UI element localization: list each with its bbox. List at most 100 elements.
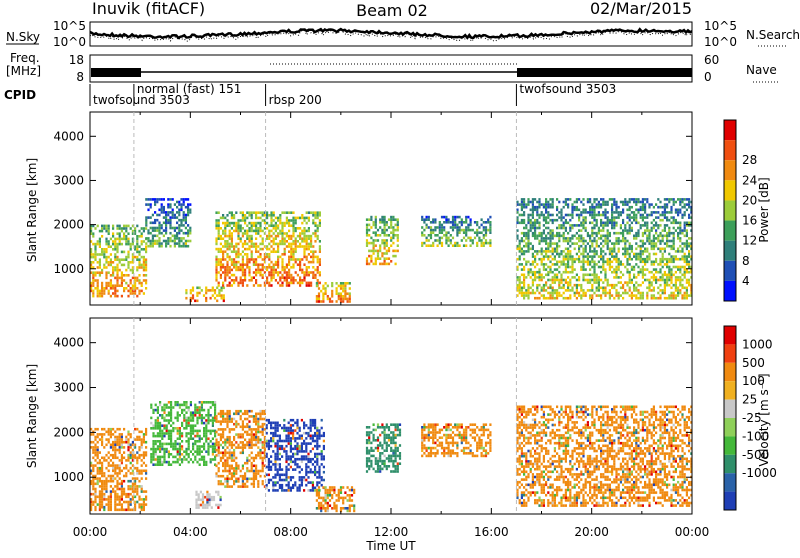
echo-cell: [209, 493, 211, 496]
echo-cell: [150, 240, 152, 243]
echo-cell: [248, 266, 250, 269]
echo-cell: [123, 488, 125, 491]
echo-cell: [248, 441, 250, 444]
echo-cell: [525, 203, 527, 206]
echo-cell: [549, 245, 551, 248]
echo-cell: [651, 276, 653, 279]
echo-cell: [598, 227, 600, 230]
colorbar-tick-label: 8: [742, 254, 750, 268]
echo-cell: [145, 258, 147, 261]
echo-cell: [646, 214, 648, 217]
echo-cell: [384, 226, 386, 229]
echo-cell: [563, 255, 565, 258]
echo-cell: [349, 300, 351, 303]
echo-cell: [574, 276, 576, 279]
echo-cell: [242, 258, 244, 261]
echo-cell: [441, 242, 443, 245]
echo-cell: [541, 261, 543, 264]
echo-cell: [596, 198, 598, 201]
echo-cell: [664, 284, 666, 287]
echo-cell: [224, 274, 226, 277]
echo-cell: [121, 441, 123, 444]
echo-cell: [233, 418, 235, 421]
echo-cell: [670, 240, 672, 243]
echo-cell: [181, 435, 183, 438]
echo-cell: [338, 285, 340, 288]
echo-cell: [580, 240, 582, 243]
echo-cell: [635, 237, 637, 240]
echo-cell: [604, 214, 606, 217]
echo-cell: [138, 438, 140, 441]
echo-cell: [301, 232, 303, 235]
echo-cell: [145, 237, 147, 240]
echo-cell: [224, 428, 226, 431]
echo-cell: [421, 226, 423, 229]
echo-cell: [620, 287, 622, 290]
echo-cell: [312, 258, 314, 261]
echo-cell: [108, 290, 110, 293]
echo-cell: [587, 242, 589, 245]
echo-cell: [426, 218, 428, 221]
echo-cell: [207, 289, 209, 292]
echo-cell: [185, 401, 187, 404]
echo-cell: [132, 470, 134, 473]
echo-cell: [489, 226, 491, 229]
echo-cell: [591, 227, 593, 230]
echo-cell: [92, 256, 94, 259]
echo-cell: [375, 216, 377, 219]
echo-cell: [668, 211, 670, 214]
echo-cell: [273, 232, 275, 235]
echo-cell: [392, 231, 394, 234]
echo-cell: [677, 289, 679, 292]
echo-cell: [180, 203, 182, 206]
echo-cell: [593, 261, 595, 264]
echo-cell: [456, 234, 458, 237]
echo-cell: [99, 472, 101, 475]
echo-cell: [150, 417, 152, 420]
echo-cell: [125, 240, 127, 243]
echo-cells: [90, 198, 692, 303]
echo-cell: [428, 234, 430, 237]
echo-cell: [218, 475, 220, 478]
echo-cell: [237, 250, 239, 253]
echo-cell: [668, 294, 670, 297]
echo-cell: [629, 206, 631, 209]
echo-cell: [155, 440, 157, 443]
echo-cell: [648, 232, 650, 235]
echo-cell: [607, 201, 609, 204]
echo-cell: [279, 256, 281, 259]
echo-cell: [673, 219, 675, 222]
echo-cell: [574, 292, 576, 295]
echo-cell: [156, 219, 158, 222]
echo-cell: [295, 243, 297, 246]
echo-cell: [246, 459, 248, 462]
echo-cell: [168, 414, 170, 417]
echo-cell: [679, 281, 681, 284]
echo-cell: [375, 221, 377, 224]
echo-cell: [101, 230, 103, 233]
echo-cell: [218, 483, 220, 486]
echo-cell: [246, 217, 248, 220]
echo-cell: [179, 432, 181, 435]
echo-cell: [613, 203, 615, 206]
echo-cell: [108, 284, 110, 287]
echo-cell: [94, 248, 96, 251]
echo-cell: [327, 298, 329, 301]
echo-cell: [220, 436, 222, 439]
echo-cell: [596, 294, 598, 297]
echo-cell: [547, 232, 549, 235]
echo-cell: [686, 209, 688, 212]
echo-cell: [237, 465, 239, 468]
echo-cell: [600, 203, 602, 206]
echo-cell: [273, 214, 275, 217]
echo-cell: [591, 245, 593, 248]
echo-cell: [152, 427, 154, 430]
echo-cell: [598, 237, 600, 240]
echo-cell: [259, 418, 261, 421]
echo-cell: [292, 219, 294, 222]
echo-cell: [602, 245, 604, 248]
echo-cell: [292, 222, 294, 225]
echo-cell: [567, 206, 569, 209]
echo-cell: [99, 230, 101, 233]
echo-cell: [552, 289, 554, 292]
